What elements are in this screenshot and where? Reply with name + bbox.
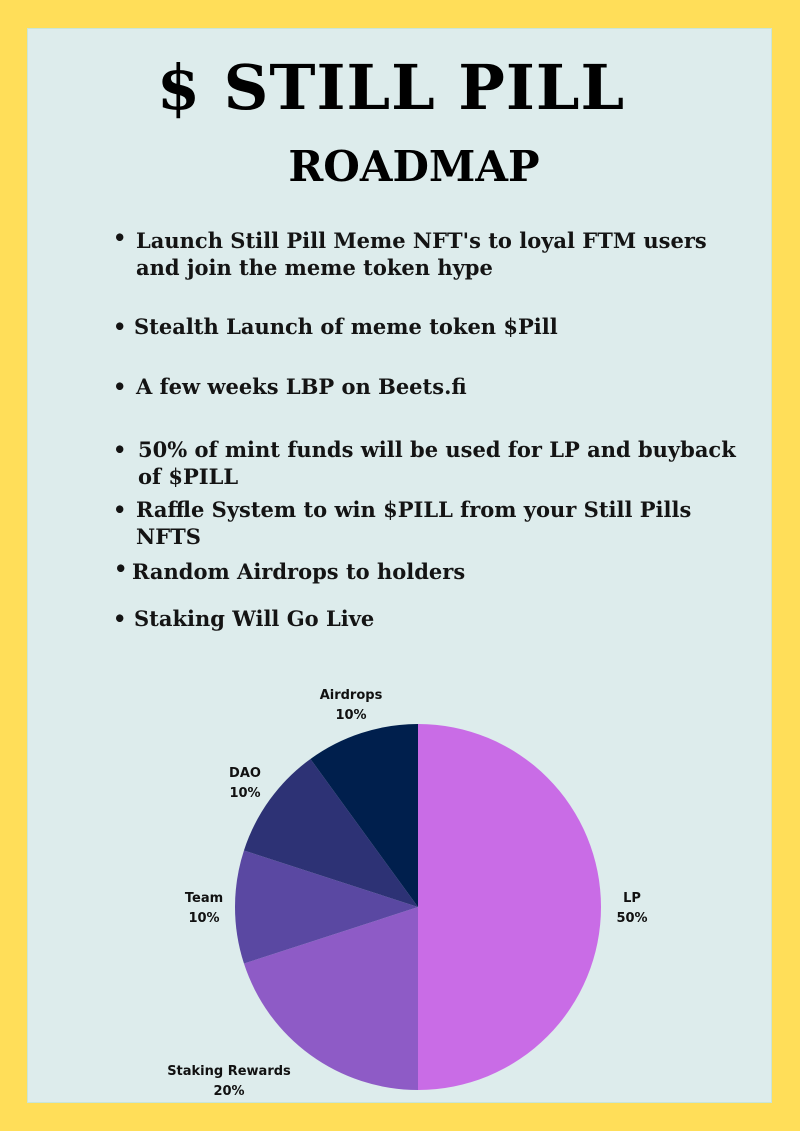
slice-value-label: 20% (213, 1084, 244, 1099)
bullet-icon: • (113, 225, 127, 250)
bullet-icon: • (114, 556, 128, 581)
bullet-icon: • (113, 497, 127, 522)
roadmap-item-2: • Stealth Launch of meme token $Pill (113, 313, 558, 340)
slice-value-label: 50% (616, 911, 647, 926)
roadmap-item-text: Launch Still Pill Meme NFT's to loyal FT… (136, 228, 707, 253)
pie-slice-staking-rewards (243, 907, 418, 1090)
slice-label: Team (185, 891, 223, 906)
roadmap-item-text: Raffle System to win $PILL from your Sti… (136, 497, 692, 522)
bullet-icon: • (113, 606, 127, 631)
slice-label: Staking Rewards (167, 1064, 291, 1079)
pie-slice-lp (418, 724, 601, 1090)
roadmap-item-text: 50% of mint funds will be used for LP an… (138, 437, 736, 462)
bullet-icon: • (113, 314, 127, 339)
slice-label: Airdrops (320, 688, 383, 703)
roadmap-item-text: Random Airdrops to holders (132, 559, 466, 584)
slice-label: DAO (229, 766, 261, 781)
slice-value-label: 10% (229, 786, 260, 801)
page-title: $ STILL PILL (156, 51, 626, 124)
roadmap-item-4: • 50% of mint funds will be used for LP … (113, 436, 736, 490)
roadmap-item-text: A few weeks LBP on Beets.fi (136, 374, 467, 399)
pie-slice-dao (243, 758, 418, 907)
slice-value-label: 10% (335, 708, 366, 723)
roadmap-item-5: • Raffle System to win $PILL from your S… (113, 496, 692, 550)
roadmap-item-text: of $PILL (138, 464, 239, 489)
page-subtitle: ROADMAP (288, 142, 540, 191)
pie-slice-airdrops (310, 724, 418, 907)
roadmap-item-1: • Launch Still Pill Meme NFT's to loyal … (113, 225, 707, 281)
roadmap-item-3: • A few weeks LBP on Beets.fi (113, 373, 467, 400)
bullet-icon: • (113, 374, 127, 399)
roadmap-item-text: NFTS (136, 524, 201, 549)
roadmap-item-text: and join the meme token hype (136, 255, 493, 280)
slice-value-label: 10% (188, 911, 219, 926)
bullet-icon: • (113, 437, 127, 462)
slice-label: LP (623, 891, 641, 906)
roadmap-item-7: • Staking Will Go Live (113, 605, 375, 632)
roadmap-item-text: Staking Will Go Live (134, 606, 375, 631)
roadmap-item-6: • Random Airdrops to holders (114, 556, 466, 585)
pie-slice-team (234, 850, 418, 964)
roadmap-item-text: Stealth Launch of meme token $Pill (134, 314, 558, 339)
